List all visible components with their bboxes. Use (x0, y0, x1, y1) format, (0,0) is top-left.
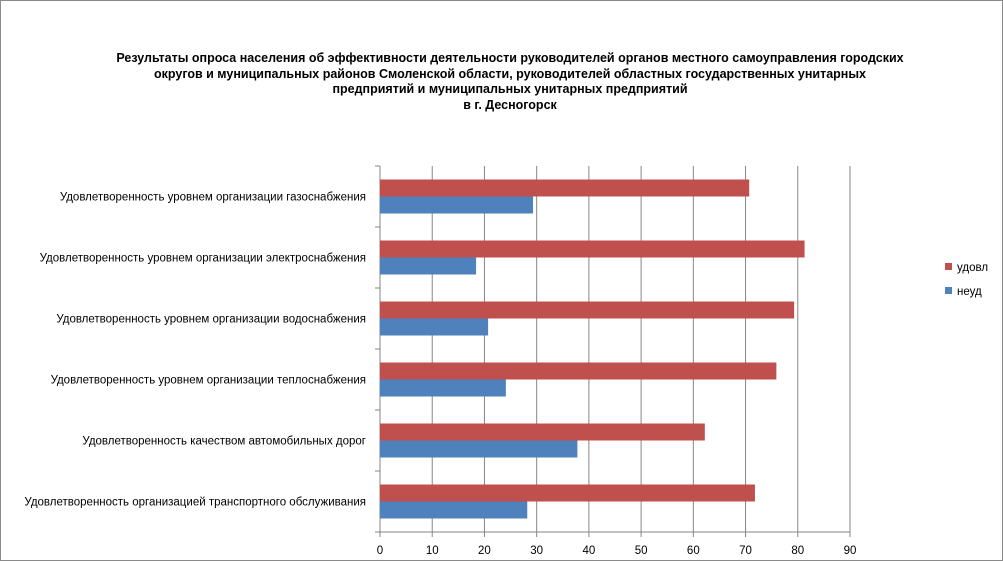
x-tick-label: 40 (582, 545, 595, 557)
category-label: Удовлетворенность уровнем организации те… (51, 375, 366, 387)
x-tick-label: 70 (739, 545, 752, 557)
title-line-4: в г. Десногорск (463, 97, 557, 112)
bar-neud-5 (380, 501, 528, 519)
category-label: Удовлетворенность качеством автомобильны… (82, 436, 366, 448)
bar-neud-4 (380, 440, 578, 458)
bar-udovl-1 (380, 240, 805, 258)
title-line-3: предприятий и муниципальных унитарных пр… (332, 82, 688, 96)
x-tick-label: 20 (478, 545, 491, 557)
legend-swatch-neud (945, 287, 952, 294)
category-label: Удовлетворенность уровнем организации га… (60, 192, 366, 204)
category-label: Удовлетворенность организацией транспорт… (24, 497, 366, 509)
x-tick-label: 0 (377, 545, 383, 557)
x-tick-label: 90 (844, 545, 857, 557)
legend-label-neud: неуд (957, 286, 982, 298)
bar-neud-0 (380, 196, 534, 214)
bar-udovl-4 (380, 423, 705, 441)
title-line-1: Результаты опроса населения об эффективн… (116, 51, 904, 65)
x-tick-label: 50 (635, 545, 648, 557)
bar-udovl-3 (380, 362, 777, 380)
category-label: Удовлетворенность уровнем организации эл… (40, 253, 366, 265)
x-tick-label: 10 (426, 545, 439, 557)
legend-swatch-udovl (945, 263, 952, 270)
chart-title: Результаты опроса населения об эффективн… (60, 51, 960, 113)
bar-neud-3 (380, 379, 506, 397)
x-tick-label: 30 (530, 545, 543, 557)
bar-udovl-5 (380, 484, 755, 502)
bar-udovl-0 (380, 179, 750, 197)
bar-neud-2 (380, 318, 489, 336)
x-tick-label: 60 (687, 545, 700, 557)
title-line-2: округов и муниципальных районов Смоленск… (154, 66, 866, 81)
bar-udovl-2 (380, 301, 795, 319)
bar-neud-1 (380, 257, 477, 275)
category-label: Удовлетворенность уровнем организации во… (56, 314, 366, 326)
x-tick-label: 80 (791, 545, 804, 557)
legend-label-udovl: удовл (957, 262, 988, 274)
